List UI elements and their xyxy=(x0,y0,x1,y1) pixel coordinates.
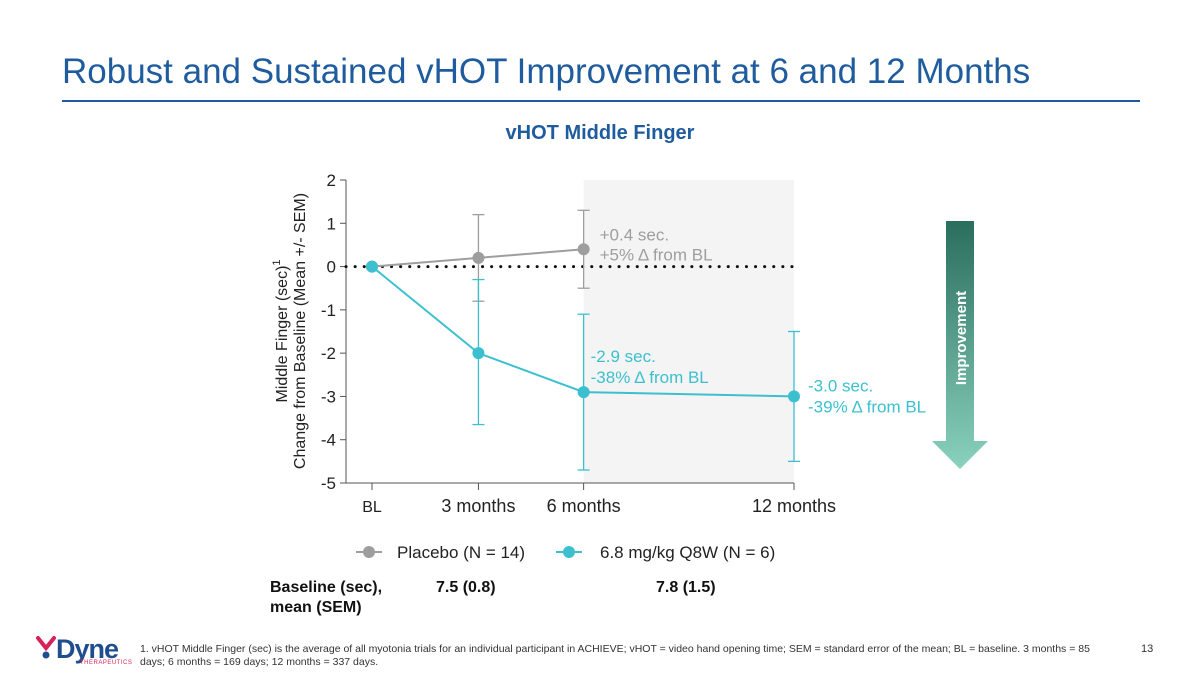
treatment-data-point xyxy=(366,260,378,273)
baseline-placebo-value: 7.5 (0.8) xyxy=(436,579,496,596)
y-axis-label-line2: Change from Baseline (Mean +/- SEM) xyxy=(292,193,309,469)
baseline-label-line1: Baseline (sec), xyxy=(270,579,383,596)
title-divider xyxy=(62,100,1140,102)
dyne-logo-subtitle: THERAPEUTICS xyxy=(80,660,133,666)
baseline-label-line2: mean (SEM) xyxy=(270,599,362,616)
x-tick-label: 12 months xyxy=(752,496,836,516)
treatment-6mo-annotation-line1: -2.9 sec. xyxy=(591,347,656,366)
x-tick-label: BL xyxy=(362,499,382,516)
baseline-treatment-value: 7.8 (1.5) xyxy=(656,579,716,596)
y-tick-label: -1 xyxy=(321,301,336,320)
x-tick-label: 6 months xyxy=(547,496,621,516)
y-tick-label: -4 xyxy=(321,431,336,450)
page-number: 13 xyxy=(1141,643,1154,655)
x-tick-label: 3 months xyxy=(441,496,515,516)
placebo-annotation-line1: +0.4 sec. xyxy=(600,225,669,244)
treatment-data-point xyxy=(577,386,590,399)
legend-treatment-label: 6.8 mg/kg Q8W (N = 6) xyxy=(600,543,775,562)
shaded-region xyxy=(583,180,794,483)
treatment-12mo-annotation-line2: -39% Δ from BL xyxy=(808,397,926,416)
baseline-label: Baseline (sec), mean (SEM) xyxy=(270,578,382,618)
dyne-logo-mark-icon xyxy=(36,636,56,659)
y-tick-label: 1 xyxy=(327,214,336,233)
placebo-data-point xyxy=(472,251,485,264)
dyne-logo-text: Dyne xyxy=(56,634,119,664)
chart-title: vHOT Middle Finger xyxy=(506,122,695,144)
legend-placebo-label: Placebo (N = 14) xyxy=(397,543,525,562)
legend-treatment-marker xyxy=(563,546,575,558)
slide-title: Robust and Sustained vHOT Improvement at… xyxy=(62,52,1031,91)
improvement-arrow-icon xyxy=(932,221,988,469)
treatment-12mo-annotation-line1: -3.0 sec. xyxy=(808,376,873,395)
treatment-6mo-annotation-line2: -38% Δ from BL xyxy=(591,368,709,387)
y-tick-label: -3 xyxy=(321,387,336,406)
placebo-data-point xyxy=(577,243,590,256)
y-tick-label: -2 xyxy=(321,344,336,363)
placebo-annotation-line2: +5% Δ from BL xyxy=(600,245,713,264)
y-axis-label-line1: Middle Finger (sec)1 xyxy=(271,259,291,402)
treatment-data-point xyxy=(472,347,485,360)
footnote: 1. vHOT Middle Finger (sec) is the avera… xyxy=(140,643,1090,668)
improvement-label: Improvement xyxy=(953,291,970,385)
treatment-data-point xyxy=(788,390,800,403)
treatment-series-line xyxy=(371,265,795,398)
legend-placebo-marker xyxy=(363,546,375,558)
y-axis-label-superscript: 1 xyxy=(271,259,283,265)
y-tick-label: 2 xyxy=(327,171,336,190)
y-tick-label: 0 xyxy=(327,258,336,277)
y-tick-label: -5 xyxy=(321,474,336,493)
